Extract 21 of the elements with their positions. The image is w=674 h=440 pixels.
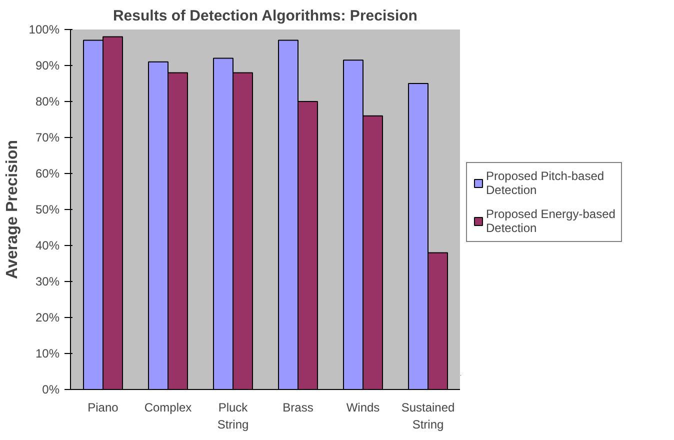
y-tick-label: 10% — [35, 346, 60, 360]
x-tick-label: Brass — [282, 400, 314, 414]
y-tick-label: 60% — [35, 166, 60, 180]
x-tick-label: Sustained String — [401, 400, 455, 432]
x-tick-label: Complex — [144, 400, 192, 414]
y-tick-label: 90% — [35, 58, 60, 72]
chart-title: Results of Detection Algorithms: Precision — [112, 8, 418, 24]
y-tick-label: 20% — [35, 310, 60, 324]
x-tick-label: Piano — [88, 400, 119, 414]
y-axis-title: Average Precision — [4, 140, 21, 280]
y-tick-label: 0% — [42, 382, 60, 396]
legend-label: Proposed Energy-based Detection — [486, 207, 616, 235]
y-tick-label: 70% — [35, 130, 60, 144]
x-tick-label: Winds — [346, 400, 380, 414]
y-tick-label: 30% — [35, 274, 60, 288]
y-tick-label: 40% — [35, 238, 60, 252]
x-tick-label: Pluck String — [217, 400, 249, 432]
y-tick-label: 50% — [35, 202, 60, 216]
legend-label: Proposed Pitch-based Detection — [486, 169, 604, 197]
y-tick-label: 100% — [28, 22, 60, 36]
y-tick-label: 80% — [35, 94, 60, 108]
